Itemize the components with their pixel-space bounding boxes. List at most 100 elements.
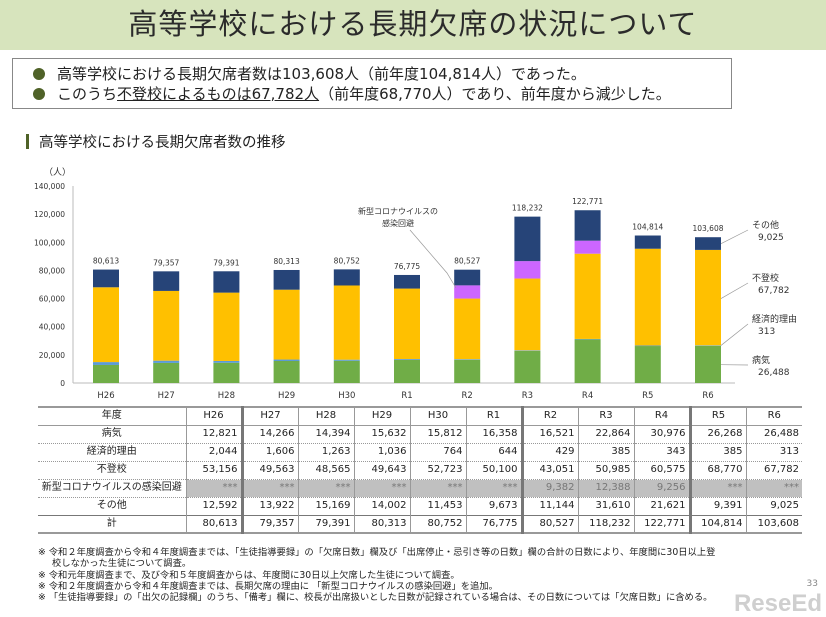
bar-segment [153, 362, 180, 383]
table-cell: 52,723 [409, 461, 466, 480]
table-cell: 43,051 [521, 461, 578, 480]
y-tick-label: 80,000 [39, 266, 65, 275]
section-heading-text: 高等学校における長期欠席者数の推移 [39, 135, 286, 151]
table-cell: *** [745, 479, 802, 498]
footnote: ※ 令和２年度調査から令和４年度調査までは、長期欠席の理由に 「新型コロナウイル… [38, 580, 498, 592]
table-cell: 49,563 [241, 461, 298, 480]
table-cell: R3 [577, 406, 634, 426]
table-row: 病気 12,821 14,266 14,394 15,632 15,812 16,358 16… [38, 425, 802, 444]
table-cell: H28 [297, 406, 354, 426]
total-label: 80,313 [273, 257, 299, 266]
bar-segment [153, 360, 180, 363]
summary-line-2: このうち 不登校によるものは67,782人 （前年度68,770人）であり、前年度か… [33, 84, 731, 104]
bullet-icon [33, 68, 45, 80]
y-tick-label: 40,000 [39, 323, 65, 332]
bar-segment [454, 359, 481, 360]
table-cell: 122,771 [633, 514, 692, 534]
table-cell: 67,782 [745, 461, 802, 480]
table-cell: 429 [521, 443, 578, 462]
x-tick-label: H29 [278, 391, 295, 401]
total-label: 80,613 [93, 257, 119, 266]
table-cell: 76,775 [465, 514, 524, 534]
table-cell: 9,256 [633, 479, 692, 498]
table-cell: 104,814 [689, 514, 746, 534]
summary-underlined: 不登校によるものは67,782人 [117, 85, 320, 103]
summary-text: 高等学校における長期欠席者数は103,608人（前年度104,814人）であった… [57, 65, 586, 83]
series-value: 313 [758, 327, 775, 337]
total-label: 76,775 [394, 262, 420, 271]
series-value: 9,025 [758, 233, 784, 243]
y-tick-label: 20,000 [39, 351, 65, 360]
x-tick-label: R5 [642, 391, 653, 401]
table-cell: 31,610 [577, 497, 634, 516]
table-cell: 26,268 [689, 425, 746, 444]
table-cell: 14,266 [241, 425, 298, 444]
bar-segment [514, 350, 541, 383]
row-label: 病気 [38, 425, 186, 444]
footnote: ※ 令和２年度調査から令和４年度調査までは、「生徒指導要録」の「欠席日数」欄及び… [38, 547, 716, 570]
table-cell: 15,169 [297, 497, 354, 516]
footnote: ※ 令和元年度調査まで、及び令和５年度調査からは、年度間に30日以上欠席した生徒… [38, 569, 460, 581]
table-cell: *** [465, 479, 524, 498]
footnote: ※ 「生徒指導要録」の「出欠の記録欄」のうち、「備考」欄に、校長が出席扱いとした… [38, 592, 713, 604]
summary-line-1: 高等学校における長期欠席者数は103,608人（前年度104,814人）であった… [33, 64, 731, 84]
summary-box: 高等学校における長期欠席者数は103,608人（前年度104,814人）であった… [12, 58, 732, 109]
table-cell: R6 [745, 406, 802, 426]
x-tick-label: R1 [401, 391, 412, 401]
table-cell: 49,643 [353, 461, 410, 480]
bar-segment [634, 346, 661, 383]
total-label: 118,232 [512, 204, 543, 213]
bar-segment [153, 271, 180, 291]
table-cell: 343 [633, 443, 692, 462]
x-tick-label: R3 [522, 391, 533, 401]
page-title: 高等学校における長期欠席の状況について [0, 0, 826, 50]
bar-segment [454, 269, 481, 286]
y-tick-label: 120,000 [34, 210, 65, 219]
table-cell: 26,488 [745, 425, 802, 444]
y-tick-label: 140,000 [34, 182, 65, 191]
table-cell: 11,453 [409, 497, 466, 516]
row-label: 計 [38, 514, 186, 534]
table-cell: 30,976 [633, 425, 692, 444]
series-label: 経済的理由 [752, 313, 797, 325]
bar-segment [454, 285, 481, 299]
bar-segment [695, 249, 721, 346]
table-cell: 50,985 [577, 461, 634, 480]
table-cell: 1,036 [353, 443, 410, 462]
series-label: 病気 [752, 354, 770, 366]
bar-segment [695, 345, 721, 383]
x-tick-label: R4 [582, 391, 593, 401]
table-cell: 16,521 [521, 425, 578, 444]
table-cell: 118,232 [577, 514, 634, 534]
table-row: その他 12,592 13,922 15,169 14,002 11,453 9,673 11… [38, 497, 802, 516]
y-tick-label: 60,000 [39, 295, 65, 304]
bar-segment [574, 210, 601, 241]
total-label: 80,527 [454, 257, 480, 266]
table-cell: 80,527 [521, 514, 578, 534]
bar-segment [394, 288, 420, 360]
label-leader [720, 229, 749, 245]
table-cell: 9,391 [689, 497, 746, 516]
label-leader [720, 323, 749, 346]
table-cell: 9,382 [521, 479, 578, 498]
stacked-bar-chart: （人） 0 20,000 40,000 60,000 80,000 100,000 120,0… [34, 167, 797, 401]
bar-segment [574, 240, 601, 254]
table-cell: 2,044 [185, 443, 244, 462]
table-cell: 14,002 [353, 497, 410, 516]
total-label: 79,391 [213, 258, 239, 267]
table-row: 経済的理由 2,044 1,606 1,263 1,036 764 644 429 385 343… [38, 443, 802, 462]
row-label: 不登校 [38, 461, 186, 480]
x-tick-label: H30 [338, 391, 355, 401]
bar-segment [394, 359, 420, 383]
table-cell: 9,025 [745, 497, 802, 516]
x-tick-label: H28 [218, 391, 235, 401]
annotation-leader [409, 229, 457, 289]
table-row: 計 80,613 79,357 79,391 80,313 80,752 76,775 80,… [38, 514, 802, 534]
table-cell: H30 [409, 406, 466, 426]
bar-segment [93, 364, 119, 383]
annotation-text: 新型コロナウイルスの [358, 206, 438, 216]
table-cell: 9,673 [465, 497, 524, 516]
total-label: 79,357 [153, 258, 179, 267]
table-cell: H26 [185, 406, 244, 426]
x-tick-label: R6 [702, 391, 713, 401]
